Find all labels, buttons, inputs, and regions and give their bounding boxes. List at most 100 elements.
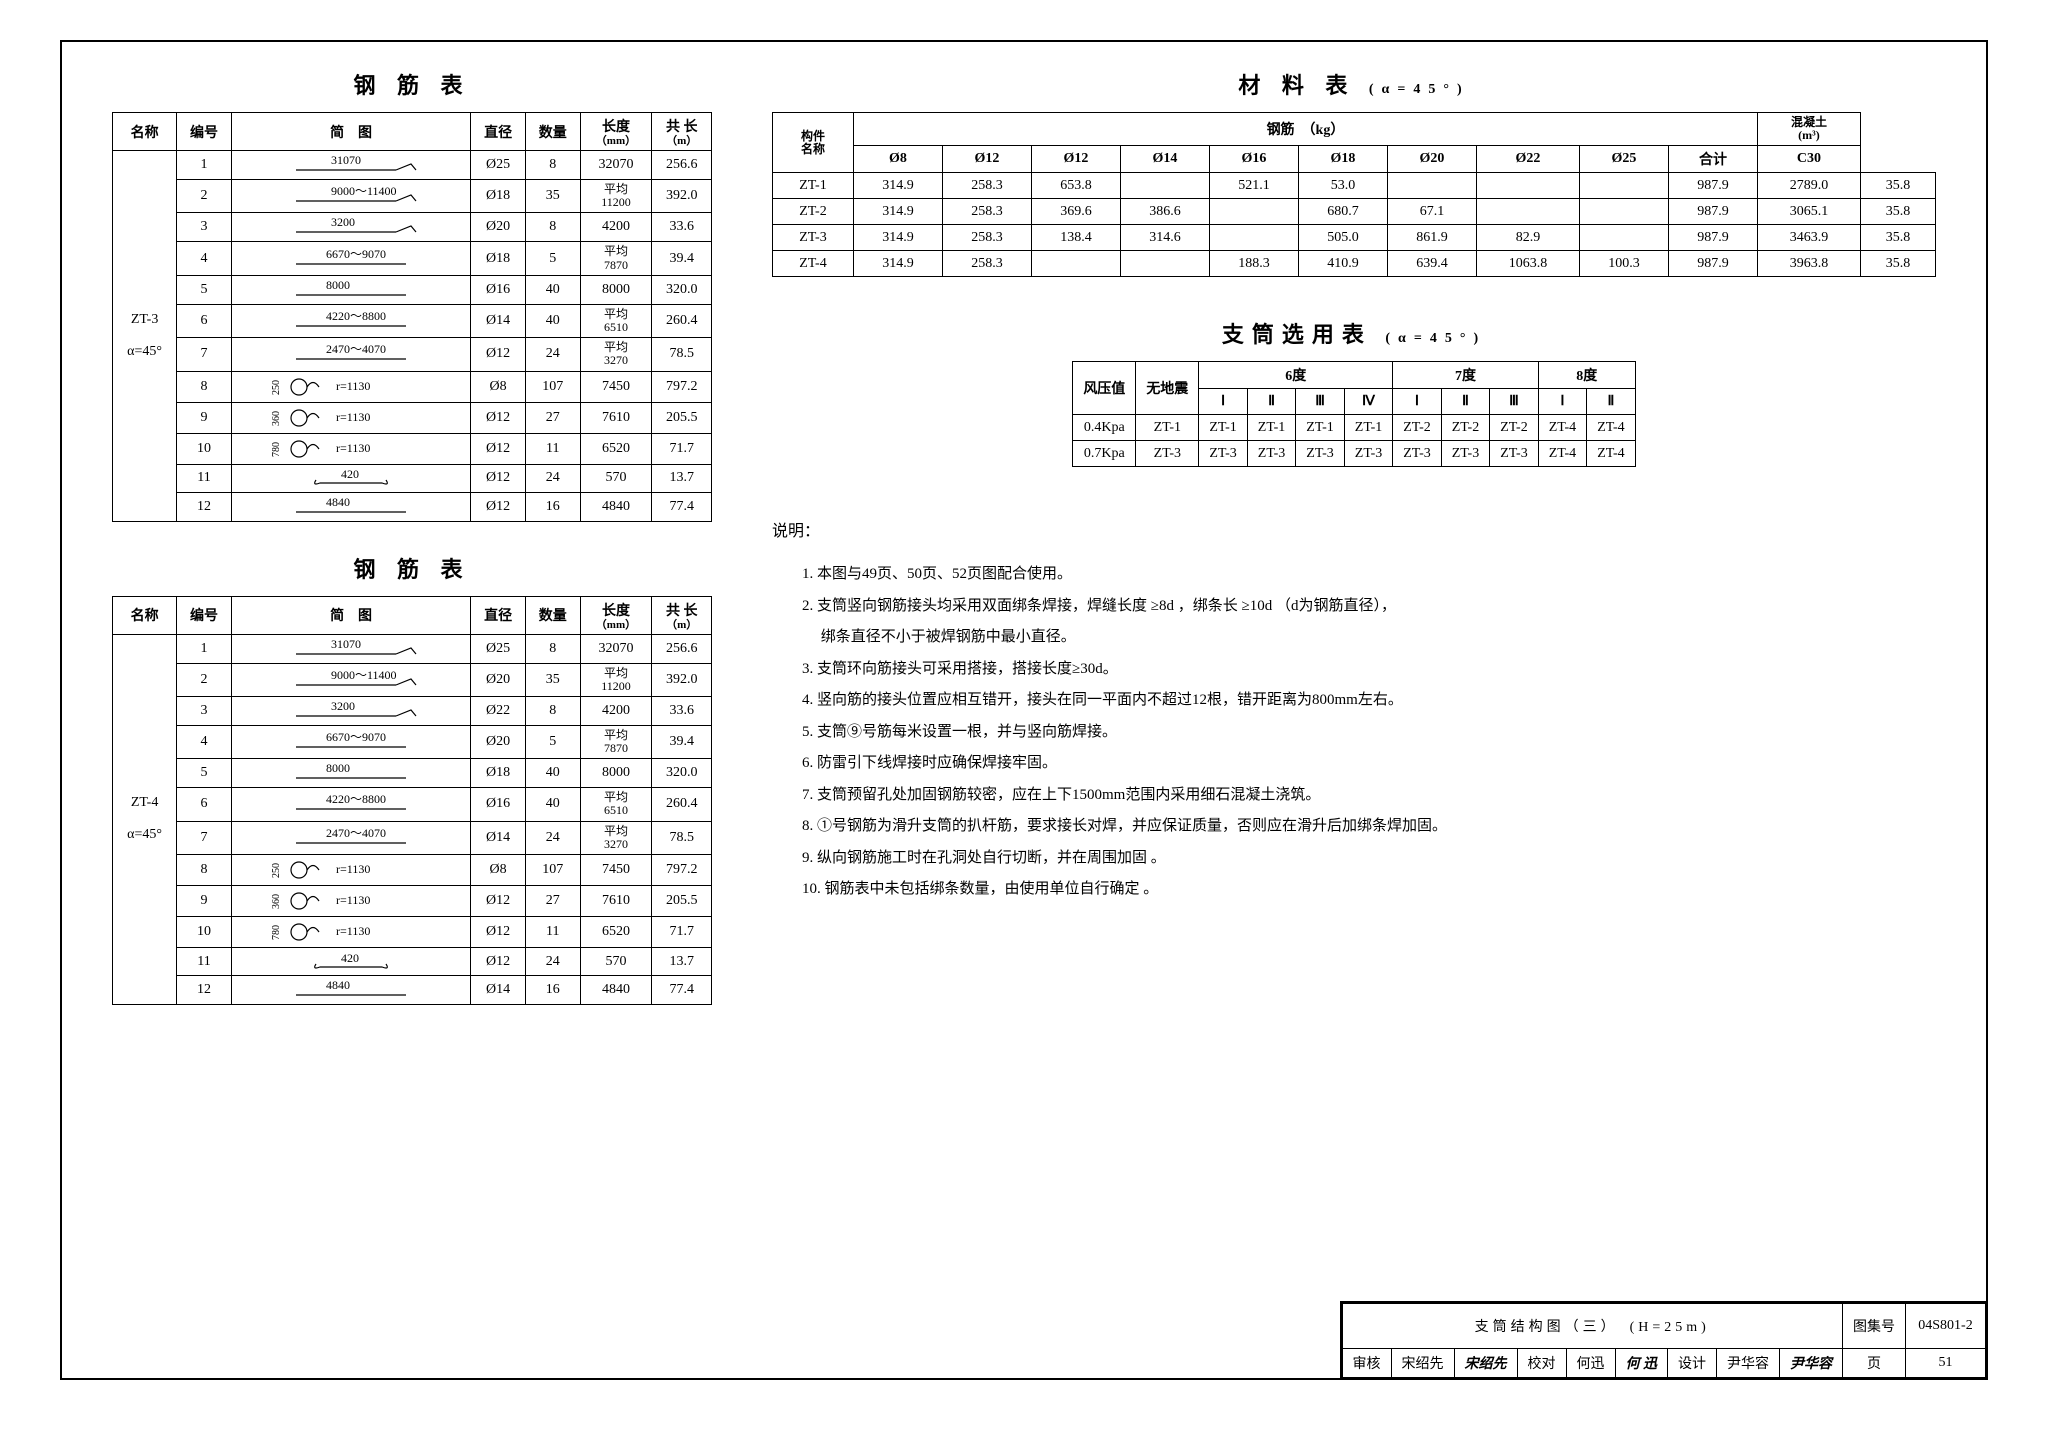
rebar-total: 256.6 bbox=[652, 151, 712, 180]
rebar-no: 11 bbox=[177, 464, 232, 492]
rebar-header: 长度（mm） bbox=[580, 113, 652, 151]
mat-cell: 987.9 bbox=[1668, 199, 1757, 225]
svg-text:4840: 4840 bbox=[326, 979, 350, 992]
rebar-no: 1 bbox=[177, 634, 232, 663]
rebar-total: 39.4 bbox=[652, 242, 712, 275]
svg-text:3200: 3200 bbox=[331, 216, 355, 229]
rebar-total: 78.5 bbox=[652, 821, 712, 854]
tb-cell: 何 迅 bbox=[1615, 1349, 1668, 1378]
notes-title: 说明： bbox=[772, 517, 1936, 541]
rebar-qty: 16 bbox=[525, 492, 580, 521]
sel-cell: ZT-3 bbox=[1199, 441, 1247, 467]
rebar-len: 7450 bbox=[580, 371, 652, 402]
note-item: 9. 纵向钢筋施工时在孔洞处自行切断，并在周围加固 。 bbox=[802, 843, 1936, 875]
sel-cell: ZT-3 bbox=[1393, 441, 1441, 467]
rebar-total: 77.4 bbox=[652, 492, 712, 521]
rebar-no: 5 bbox=[177, 759, 232, 788]
rebar-qty: 107 bbox=[525, 855, 580, 886]
sel-h2: Ⅰ bbox=[1538, 389, 1586, 415]
rebar-diagram: 31070 bbox=[231, 634, 471, 663]
rebar-no: 6 bbox=[177, 788, 232, 821]
rebar-len: 平均7870 bbox=[580, 242, 652, 275]
mat-h2: Ø18 bbox=[1298, 146, 1387, 173]
svg-text:780: 780 bbox=[271, 925, 282, 940]
note-item: 7. 支筒预留孔处加固钢筋较密，应在上下1500mm范围内采用细石混凝土浇筑。 bbox=[802, 780, 1936, 812]
rebar-row: 8250r=1130Ø81077450797.2 bbox=[113, 371, 712, 402]
mat-row: ZT-4314.9258.3188.3410.9639.41063.8100.3… bbox=[773, 251, 1936, 277]
rebar-total: 33.6 bbox=[652, 696, 712, 725]
rebar-dia: Ø8 bbox=[471, 855, 526, 886]
mat-row: ZT-1314.9258.3653.8521.153.0987.92789.03… bbox=[773, 173, 1936, 199]
rebar-len: 32070 bbox=[580, 151, 652, 180]
sel-cell: ZT-2 bbox=[1441, 415, 1489, 441]
rebar-qty: 24 bbox=[525, 464, 580, 492]
rebar-qty: 24 bbox=[525, 948, 580, 976]
mat-cell: 987.9 bbox=[1668, 251, 1757, 277]
tb-cell: 设计 bbox=[1668, 1349, 1717, 1378]
mat-cell: 505.0 bbox=[1298, 225, 1387, 251]
material-table: 构件名称钢筋 （kg）混凝土(m³)Ø8Ø12Ø12Ø14Ø16Ø18Ø20Ø2… bbox=[772, 112, 1936, 277]
rebar-row: 11420Ø122457013.7 bbox=[113, 464, 712, 492]
rebar-diagram: 31070 bbox=[231, 151, 471, 180]
rebar-len: 32070 bbox=[580, 634, 652, 663]
rebar-total: 797.2 bbox=[652, 371, 712, 402]
left-column: 钢 筋 表名称编号简 图直径数量长度（mm）共 长（m）ZT-3α=45°131… bbox=[112, 62, 712, 1358]
svg-text:31070: 31070 bbox=[331, 154, 361, 167]
mat-cell bbox=[1476, 173, 1579, 199]
rebar-header: 编号 bbox=[177, 596, 232, 634]
rebar-no: 8 bbox=[177, 855, 232, 886]
svg-text:31070: 31070 bbox=[331, 638, 361, 651]
rebar-len: 570 bbox=[580, 464, 652, 492]
rebar-diagram: 250r=1130 bbox=[231, 371, 471, 402]
rebar-row: 58000Ø18408000320.0 bbox=[113, 759, 712, 788]
mat-cell bbox=[1209, 225, 1298, 251]
rebar-len: 平均11200 bbox=[580, 180, 652, 213]
sel-row: 0.7KpaZT-3ZT-3ZT-3ZT-3ZT-3ZT-3ZT-3ZT-3ZT… bbox=[1073, 441, 1635, 467]
rebar-dia: Ø12 bbox=[471, 917, 526, 948]
mat-cell bbox=[1579, 173, 1668, 199]
note-item: 2. 支筒竖向钢筋接头均采用双面绑条焊接，焊缝长度 ≥8d ，绑条长 ≥10d … bbox=[802, 591, 1936, 654]
rebar-dia: Ø20 bbox=[471, 725, 526, 758]
rebar-qty: 40 bbox=[525, 304, 580, 337]
rebar-no: 1 bbox=[177, 151, 232, 180]
mat-cell: ZT-3 bbox=[773, 225, 854, 251]
mat-cell: 53.0 bbox=[1298, 173, 1387, 199]
rebar-diagram: 2470～4070 bbox=[231, 821, 471, 854]
sel-cell: ZT-1 bbox=[1199, 415, 1247, 441]
rebar-len: 6520 bbox=[580, 433, 652, 464]
rebar-total: 205.5 bbox=[652, 402, 712, 433]
mat-cell: 639.4 bbox=[1387, 251, 1476, 277]
rebar-row: ZT-4α=45°131070Ø25832070256.6 bbox=[113, 634, 712, 663]
rebar-row: 64220～8800Ø1440平均6510260.4 bbox=[113, 304, 712, 337]
rebar-table: 名称编号简 图直径数量长度（mm）共 长（m）ZT-4α=45°131070Ø2… bbox=[112, 596, 712, 1006]
tb-cell: 审核 bbox=[1342, 1349, 1391, 1378]
mat-h2: 合计 bbox=[1668, 146, 1757, 173]
mat-h: 混凝土(m³) bbox=[1757, 113, 1860, 146]
mat-cell: 3065.1 bbox=[1757, 199, 1860, 225]
rebar-diagram: 3200 bbox=[231, 696, 471, 725]
rebar-no: 7 bbox=[177, 821, 232, 854]
svg-text:4840: 4840 bbox=[326, 496, 350, 509]
mat-cell: 314.9 bbox=[853, 173, 942, 199]
rebar-len: 平均3270 bbox=[580, 821, 652, 854]
rebar-row: 29000～11400Ø1835平均11200392.0 bbox=[113, 180, 712, 213]
rebar-qty: 40 bbox=[525, 759, 580, 788]
sel-cell: ZT-3 bbox=[1247, 441, 1295, 467]
rebar-name-cell: ZT-3α=45° bbox=[113, 151, 177, 522]
svg-text:6670～9070: 6670～9070 bbox=[326, 731, 386, 744]
svg-text:8000: 8000 bbox=[326, 279, 350, 292]
svg-text:9000～11400: 9000～11400 bbox=[331, 185, 397, 198]
rebar-qty: 24 bbox=[525, 821, 580, 854]
rebar-no: 12 bbox=[177, 976, 232, 1005]
material-title-text: 材 料 表 bbox=[1238, 73, 1355, 98]
rebar-row: 10780r=1130Ø1211652071.7 bbox=[113, 917, 712, 948]
mat-cell bbox=[1476, 199, 1579, 225]
notes-list: 1. 本图与49页、50页、52页图配合使用。2. 支筒竖向钢筋接头均采用双面绑… bbox=[772, 559, 1936, 906]
mat-cell: 861.9 bbox=[1387, 225, 1476, 251]
rebar-no: 9 bbox=[177, 402, 232, 433]
rebar-no: 3 bbox=[177, 696, 232, 725]
drawing-frame: 钢 筋 表名称编号简 图直径数量长度（mm）共 长（m）ZT-3α=45°131… bbox=[60, 40, 1988, 1380]
rebar-len: 4840 bbox=[580, 492, 652, 521]
sel-cell: 0.4Kpa bbox=[1073, 415, 1136, 441]
sel-cell: ZT-1 bbox=[1136, 415, 1199, 441]
